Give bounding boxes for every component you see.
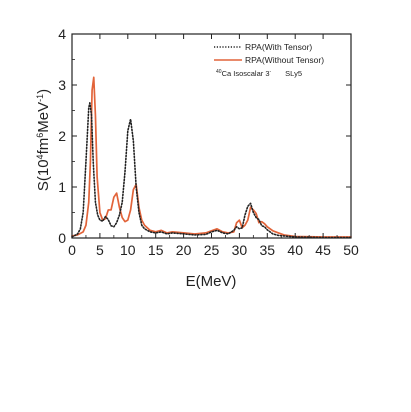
x-tick-label: 15 <box>148 242 164 258</box>
y-axis-title: S(104fm6MeV-1) <box>35 89 52 191</box>
x-tick-label: 10 <box>120 242 136 258</box>
x-tick-label: 25 <box>204 242 220 258</box>
series-layer <box>71 76 352 239</box>
x-tick-label: 45 <box>315 242 331 258</box>
series-line-without-tensor <box>71 76 352 238</box>
y-tick-label: 1 <box>58 179 66 195</box>
x-tick-label: 5 <box>96 242 104 258</box>
x-tick-label: 30 <box>232 242 248 258</box>
y-tick-label: 4 <box>58 26 66 42</box>
axes-layer: 0 5 10 15 20 25 30 35 40 45 50 0 1 2 3 4 <box>58 26 359 258</box>
x-tick-label: 0 <box>68 242 76 258</box>
x-tick-label: 40 <box>287 242 303 258</box>
legend-label-with-tensor: RPA(With Tensor) <box>245 42 312 52</box>
x-tick-label: 50 <box>343 242 359 258</box>
y-tick-label: 0 <box>58 230 66 246</box>
legend: RPA(With Tensor) RPA(Without Tensor) <box>214 42 324 65</box>
x-tick-label: 20 <box>176 242 192 258</box>
legend-label-without-tensor: RPA(Without Tensor) <box>245 55 324 65</box>
annotation-label: 40Ca Isoscalar 3- SLy5 <box>216 69 302 78</box>
y-tick-label: 3 <box>58 77 66 93</box>
series-line-with-tensor <box>71 102 352 239</box>
svg-text:S(104fm6MeV-1): S(104fm6MeV-1) <box>35 89 52 191</box>
y-tick-label: 2 <box>58 128 66 144</box>
x-axis-title: E(MeV) <box>186 273 237 290</box>
x-tick-label: 35 <box>260 242 276 258</box>
